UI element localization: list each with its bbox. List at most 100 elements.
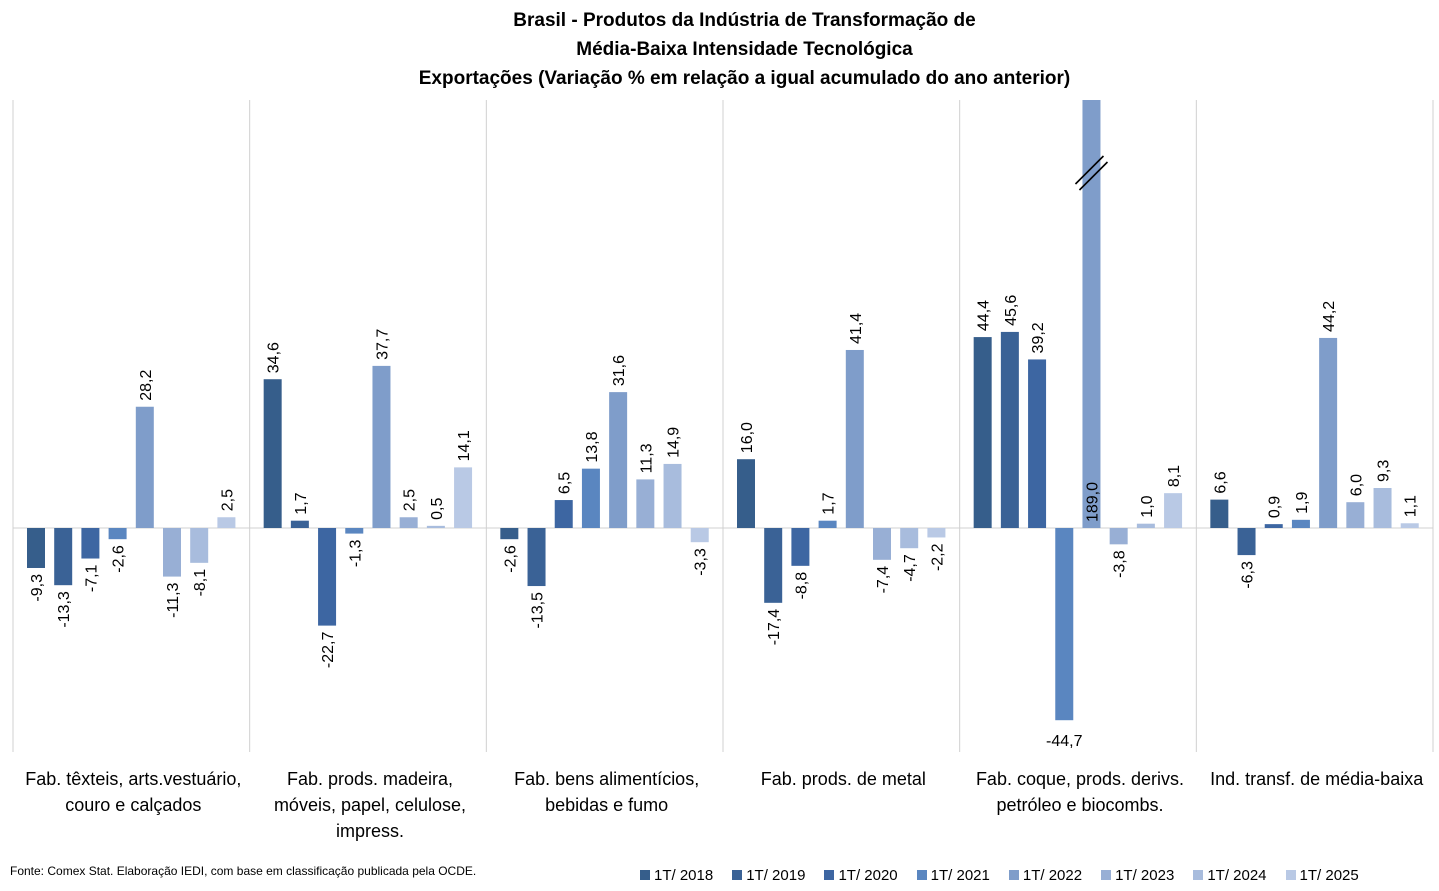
legend-swatch <box>640 870 650 880</box>
legend-item: 1T/ 2018 <box>640 867 713 884</box>
data-label: 13,8 <box>584 431 601 462</box>
category-label: impress. <box>336 821 404 841</box>
legend-label: 1T/ 2021 <box>930 866 990 884</box>
bar <box>263 379 282 528</box>
data-label: 0,5 <box>429 498 446 520</box>
bar <box>1264 524 1283 528</box>
data-label: 1,7 <box>821 492 838 514</box>
bar <box>454 467 473 528</box>
bar <box>500 528 519 540</box>
data-label: -9,3 <box>29 574 46 602</box>
data-label: 1,0 <box>1139 495 1156 517</box>
bar <box>81 528 100 559</box>
bar <box>1346 502 1365 528</box>
bar <box>663 463 682 528</box>
bar <box>217 517 236 528</box>
category-label: couro e calçados <box>65 795 201 815</box>
data-label: -3,8 <box>1112 550 1129 578</box>
bar <box>554 500 573 528</box>
bar <box>791 528 810 566</box>
bar <box>1109 528 1128 545</box>
data-label: -2,6 <box>111 545 128 573</box>
data-label: 41,4 <box>848 313 865 344</box>
data-label: -7,4 <box>875 566 892 594</box>
data-label: 189,0 <box>1084 482 1101 522</box>
legend-item: 1T/ 2021 <box>916 866 990 884</box>
data-label: 6,6 <box>1212 471 1229 493</box>
data-label: -4,7 <box>902 554 919 582</box>
legend-item: 1T/ 2025 <box>1285 866 1359 884</box>
legend-swatch <box>732 870 743 880</box>
bar <box>1082 100 1101 528</box>
data-label: 44,4 <box>976 300 993 331</box>
data-label: -22,7 <box>320 632 337 669</box>
data-label: -2,2 <box>929 543 946 571</box>
axis-break-mark <box>1074 155 1105 185</box>
data-label: 2,5 <box>219 489 236 511</box>
bar <box>1136 523 1155 528</box>
bar <box>27 528 45 568</box>
legend-label: 1T/ 2024 <box>1207 866 1267 884</box>
bar <box>1000 331 1019 528</box>
bar <box>900 528 919 549</box>
category-label: Ind. transf. de média-baixa <box>1210 769 1424 789</box>
legend-label: 1T/ 2018 <box>654 866 714 884</box>
data-label: 44,2 <box>1321 301 1338 332</box>
category-label: Fab. prods. madeira, <box>287 769 453 789</box>
bar <box>108 528 127 540</box>
source-note: Fonte: Comex Stat. Elaboração IEDI, com … <box>10 864 477 878</box>
data-label: 1,9 <box>1294 491 1311 513</box>
legend-label: 1T/ 2019 <box>746 866 806 884</box>
bar <box>1237 528 1256 556</box>
bar <box>372 365 391 528</box>
bar <box>927 528 946 538</box>
category-label: Fab. bens alimentícios, <box>514 769 699 789</box>
data-label: 16,0 <box>739 422 756 453</box>
data-label: -2,6 <box>502 545 519 573</box>
bar <box>1291 519 1310 528</box>
category-label: Fab. coque, prods. derivs. <box>976 769 1184 789</box>
legend-item: 1T/ 2020 <box>824 866 898 884</box>
data-label: -13,5 <box>530 592 547 629</box>
legend-label: 1T/ 2023 <box>1115 866 1175 884</box>
bar <box>581 468 600 528</box>
bar <box>135 406 154 528</box>
data-label: 0,9 <box>1267 496 1284 518</box>
data-label: 39,2 <box>1030 322 1047 353</box>
bar <box>527 528 546 587</box>
legend-item: 1T/ 2019 <box>732 867 805 884</box>
legend-swatch <box>916 870 927 880</box>
data-label: -6,3 <box>1240 561 1257 589</box>
legend-label: 1T/ 2022 <box>1022 866 1083 884</box>
data-label: -7,1 <box>83 564 100 592</box>
data-label: 1,1 <box>1403 495 1420 517</box>
legend-label: 1T/ 2020 <box>838 866 898 884</box>
data-label: -8,1 <box>192 569 209 597</box>
data-label: -13,3 <box>56 591 73 628</box>
data-label: -11,3 <box>165 582 182 617</box>
legend-swatch <box>1193 870 1204 880</box>
bar <box>845 349 864 528</box>
bar <box>873 528 891 560</box>
bar <box>973 337 992 528</box>
bar <box>399 517 418 528</box>
bar <box>54 528 73 586</box>
category-label: móveis, papel, celulose, <box>274 795 466 815</box>
chart-title-line-1: Brasil - Produtos da Indústria de Transf… <box>513 10 976 31</box>
bar <box>1055 528 1074 721</box>
bar <box>764 528 783 603</box>
data-label: 31,6 <box>611 355 628 386</box>
bar <box>609 392 628 528</box>
bar <box>1319 337 1338 528</box>
data-label: 34,6 <box>266 342 283 373</box>
axis-break-mark <box>1078 161 1109 191</box>
data-label: 6,0 <box>1348 474 1365 496</box>
legend-swatch <box>1285 870 1296 880</box>
bar <box>290 520 309 528</box>
bar <box>1373 488 1392 528</box>
bar <box>737 459 755 528</box>
legend-label: 1T/ 2025 <box>1299 866 1359 884</box>
legend-swatch <box>1101 870 1112 880</box>
category-label: bebidas e fumo <box>545 795 668 815</box>
